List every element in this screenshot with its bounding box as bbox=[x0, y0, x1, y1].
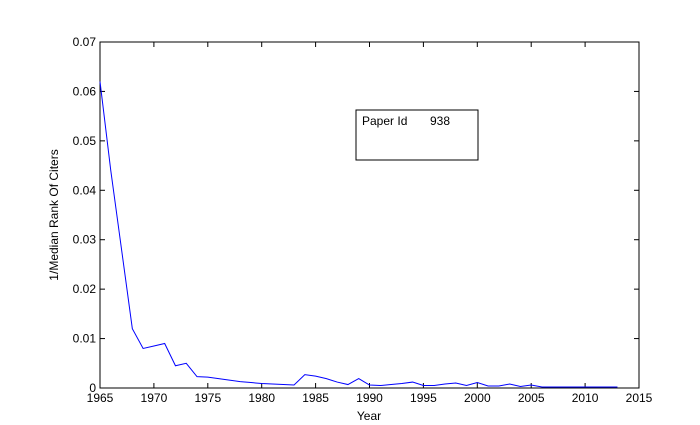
x-tick-label: 2000 bbox=[464, 391, 491, 405]
y-tick-label: 0.05 bbox=[73, 134, 97, 148]
y-axis: 0 0.01 0.02 0.03 0.04 0.05 0.06 0.07 bbox=[73, 35, 639, 395]
y-tick-label: 0.01 bbox=[73, 332, 97, 346]
legend-value: 938 bbox=[430, 114, 450, 128]
y-axis-label: 1/Median Rank Of Citers bbox=[47, 149, 61, 280]
y-tick-label: 0.02 bbox=[73, 282, 97, 296]
x-tick-label: 1970 bbox=[141, 391, 168, 405]
x-tick-label: 2015 bbox=[626, 391, 653, 405]
y-tick-label: 0 bbox=[89, 381, 96, 395]
legend-box bbox=[355, 109, 479, 161]
series-layer bbox=[99, 81, 618, 388]
x-tick-label: 2010 bbox=[572, 391, 599, 405]
x-tick-label: 2005 bbox=[518, 391, 545, 405]
x-tick-label: 1975 bbox=[194, 391, 221, 405]
x-axis: 1965 1970 1975 1980 1985 1990 1995 2000 2005 2010… bbox=[87, 42, 653, 405]
x-tick-label: 1980 bbox=[248, 391, 275, 405]
x-tick-label: 1995 bbox=[410, 391, 437, 405]
x-axis-label: Year bbox=[357, 409, 381, 423]
x-tick-label: 1985 bbox=[302, 391, 329, 405]
y-tick-label: 0.03 bbox=[73, 233, 97, 247]
y-tick-label: 0.06 bbox=[73, 84, 97, 98]
x-tick-label: 1990 bbox=[356, 391, 383, 405]
legend: Paper Id 938 bbox=[355, 109, 479, 161]
legend-label: Paper Id bbox=[362, 114, 407, 128]
y-tick-label: 0.07 bbox=[73, 35, 97, 49]
series-line bbox=[99, 81, 618, 388]
x-tick-label: 1965 bbox=[87, 391, 114, 405]
plot-area bbox=[99, 41, 640, 389]
y-tick-label: 0.04 bbox=[73, 183, 97, 197]
